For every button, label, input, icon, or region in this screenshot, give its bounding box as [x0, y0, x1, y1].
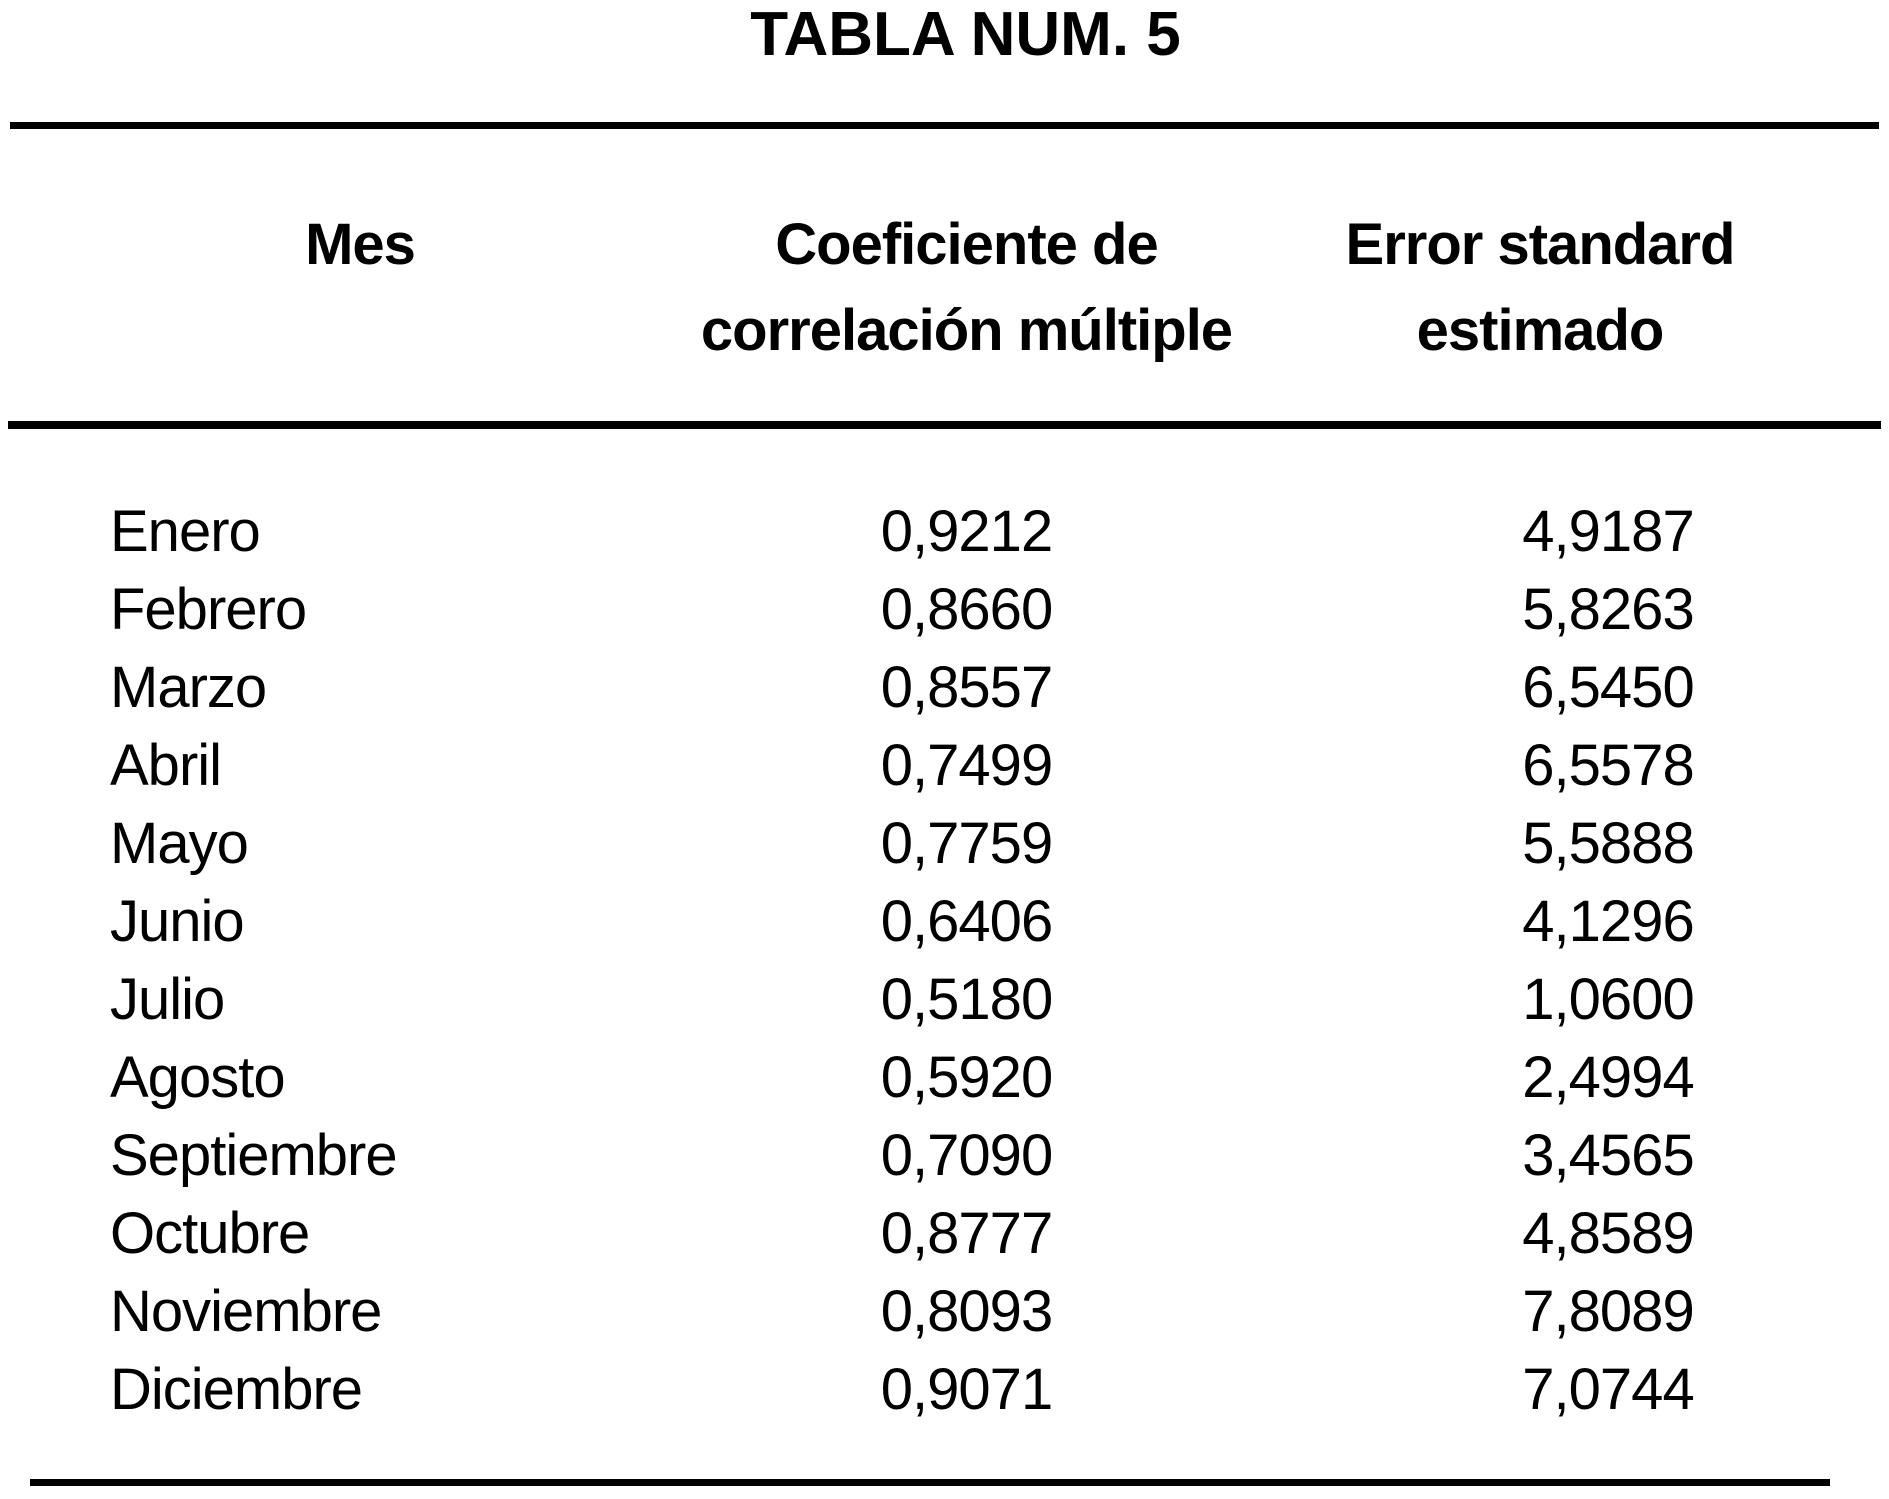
- cell-error: 2,4994: [1522, 1044, 1694, 1110]
- cell-coeficiente: 0,5920: [880, 1044, 1053, 1110]
- cell-mes: Diciembre: [110, 1356, 363, 1422]
- cell-coeficiente: 0,5180: [880, 966, 1053, 1032]
- cell-error: 4,9187: [1522, 498, 1694, 564]
- cell-error: 5,5888: [1522, 810, 1694, 876]
- cell-mes: Abril: [110, 732, 222, 798]
- cell-mes: Enero: [110, 498, 261, 564]
- cell-error: 6,5578: [1522, 732, 1694, 798]
- table-row: Mayo 0,7759 5,5888: [0, 804, 1889, 882]
- cell-coeficiente: 0,9212: [880, 498, 1053, 564]
- cell-mes: Noviembre: [110, 1278, 382, 1344]
- horizontal-rule-below-header: [8, 421, 1881, 429]
- cell-mes: Octubre: [110, 1200, 310, 1266]
- cell-error: 6,5450: [1522, 654, 1694, 720]
- cell-mes: Julio: [110, 966, 225, 1032]
- table-row: Diciembre 0,9071 7,0744: [0, 1350, 1889, 1428]
- cell-coeficiente: 0,9071: [880, 1356, 1053, 1422]
- cell-error: 4,1296: [1522, 888, 1694, 954]
- cell-error: 7,8089: [1522, 1278, 1694, 1344]
- table-row: Marzo 0,8557 6,5450: [0, 648, 1889, 726]
- cell-coeficiente: 0,7759: [880, 810, 1053, 876]
- table-row: Noviembre 0,8093 7,8089: [0, 1272, 1889, 1350]
- cell-coeficiente: 0,8777: [880, 1200, 1053, 1266]
- cell-error: 4,8589: [1522, 1200, 1694, 1266]
- cell-error: 1,0600: [1522, 966, 1694, 1032]
- column-header-coeficiente-line2: correlación múltiple: [700, 298, 1233, 363]
- cell-coeficiente: 0,7499: [880, 732, 1053, 798]
- column-header-error-line1: Error standard: [1345, 212, 1736, 277]
- horizontal-rule-top: [10, 122, 1879, 129]
- column-header-mes: Mes: [305, 212, 416, 277]
- cell-error: 5,8263: [1522, 576, 1694, 642]
- cell-coeficiente: 0,8660: [880, 576, 1053, 642]
- cell-mes: Junio: [110, 888, 245, 954]
- table-title: TABLA NUM. 5: [750, 0, 1181, 69]
- cell-coeficiente: 0,8093: [880, 1278, 1053, 1344]
- cell-error: 3,4565: [1522, 1122, 1694, 1188]
- cell-coeficiente: 0,6406: [880, 888, 1053, 954]
- table-row: Enero 0,9212 4,9187: [0, 492, 1889, 570]
- table-row: Octubre 0,8777 4,8589: [0, 1194, 1889, 1272]
- cell-mes: Agosto: [110, 1044, 286, 1110]
- table-row: Septiembre 0,7090 3,4565: [0, 1116, 1889, 1194]
- table-row: Febrero 0,8660 5,8263: [0, 570, 1889, 648]
- table-row: Junio 0,6406 4,1296: [0, 882, 1889, 960]
- table-row: Agosto 0,5920 2,4994: [0, 1038, 1889, 1116]
- cell-mes: Mayo: [110, 810, 249, 876]
- table-row: Abril 0,7499 6,5578: [0, 726, 1889, 804]
- cell-error: 7,0744: [1522, 1356, 1694, 1422]
- column-header-error: Error standard estimado: [1290, 202, 1790, 374]
- column-header-coeficiente: Coeficiente de correlación múltiple: [600, 202, 1333, 374]
- column-header-coeficiente-line1: Coeficiente de: [775, 212, 1158, 277]
- table-body: Enero 0,9212 4,9187 Febrero 0,8660 5,826…: [0, 492, 1889, 1428]
- cell-mes: Septiembre: [110, 1122, 398, 1188]
- cell-mes: Marzo: [110, 654, 267, 720]
- column-header-error-line2: estimado: [1416, 298, 1665, 363]
- cell-coeficiente: 0,8557: [880, 654, 1053, 720]
- cell-mes: Febrero: [110, 576, 307, 642]
- table-row: Julio 0,5180 1,0600: [0, 960, 1889, 1038]
- cell-coeficiente: 0,7090: [880, 1122, 1053, 1188]
- horizontal-rule-bottom: [30, 1479, 1830, 1486]
